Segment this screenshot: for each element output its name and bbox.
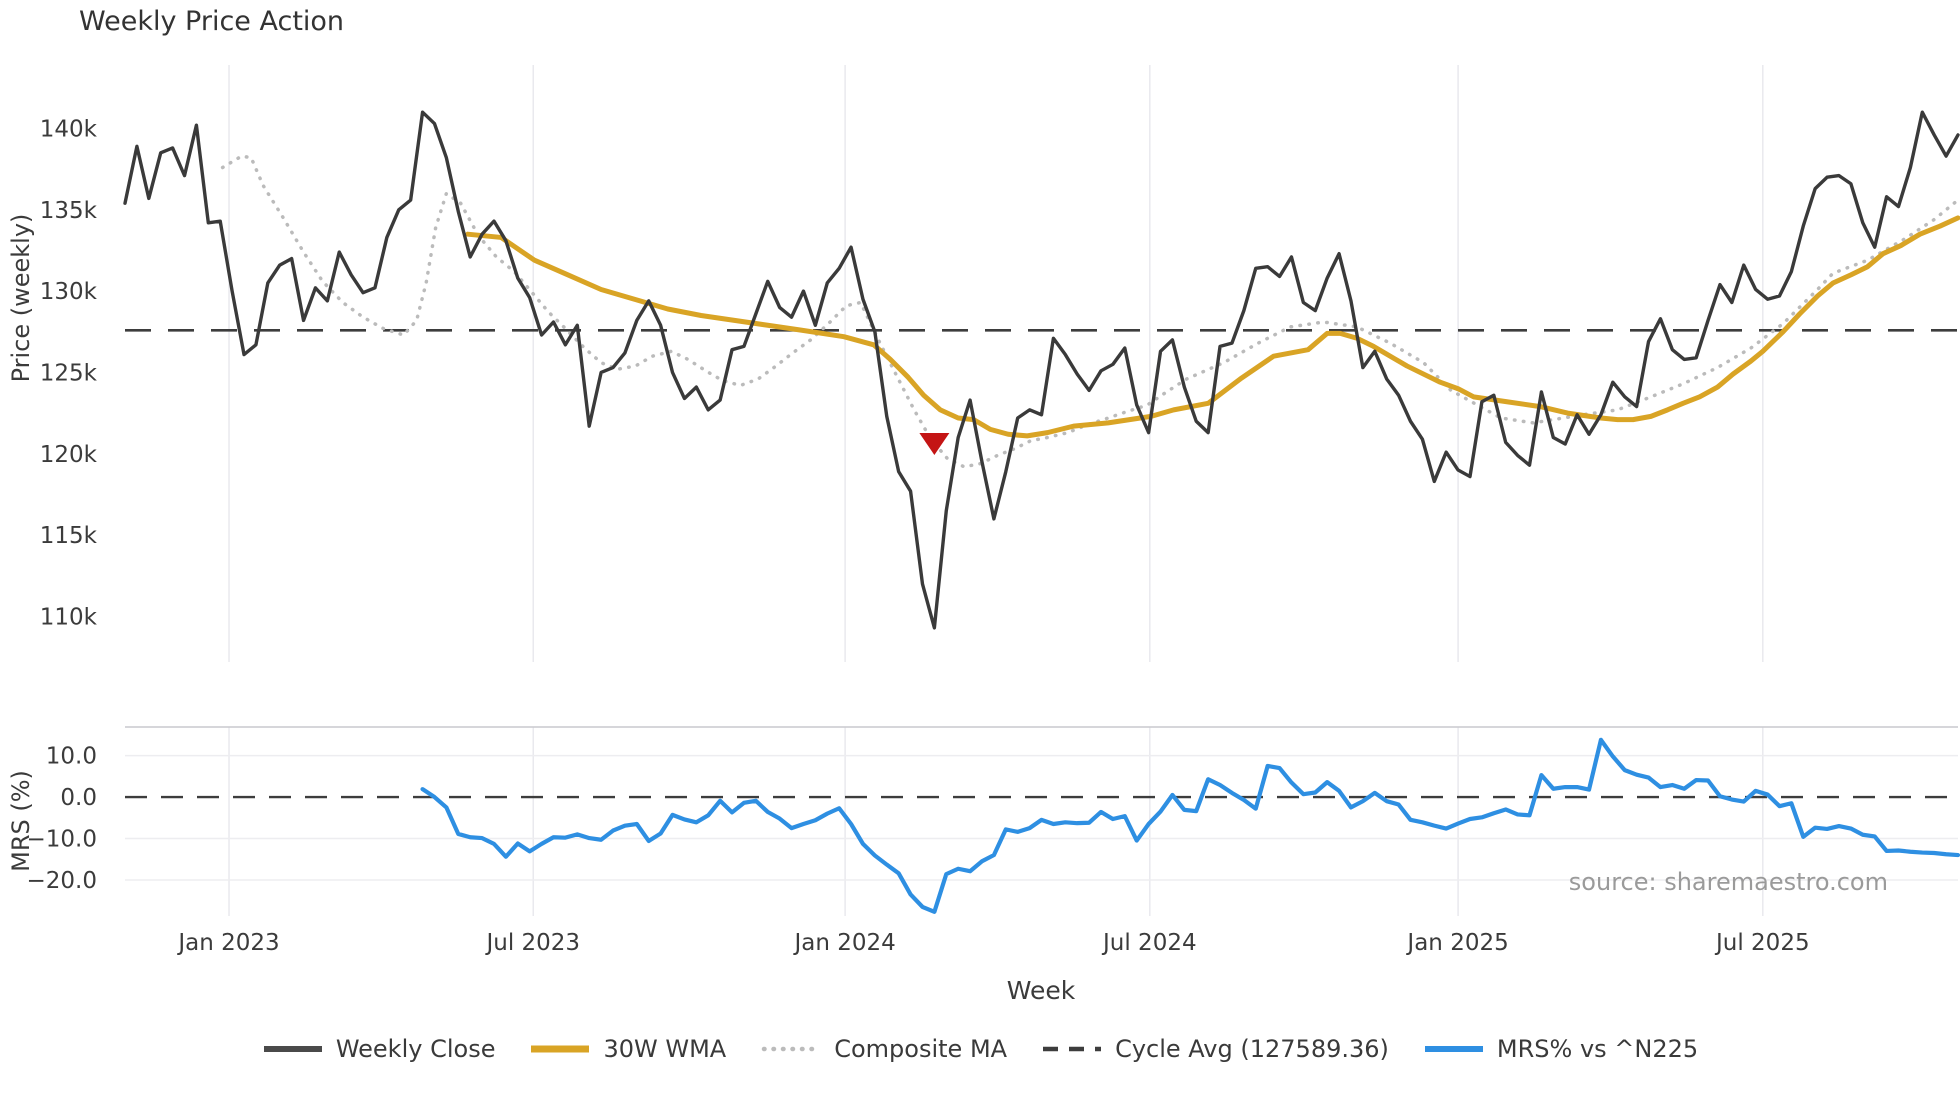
x-axis-tick-label: Jul 2023 [484,930,580,956]
price-axis-tick-label: 130k [40,279,98,305]
x-axis-tick-label: Jan 2024 [792,930,895,956]
x-axis-title: Week [1006,976,1076,1005]
x-axis-tick-label: Jul 2025 [1714,930,1810,956]
mrs-line-swatch-icon [1424,1046,1483,1052]
price-axis-tick-label: 120k [40,442,98,468]
price-axis-tick-label: 115k [40,523,98,549]
sell-signal-triangle-marker-icon [919,433,950,456]
composite-ma-line [220,154,1960,469]
mrs-axis-tick-label: −20.0 [27,868,97,894]
weekly-close-line [123,110,1960,630]
legend-item-cycle-avg: Cycle Avg (127589.36) [1041,1035,1389,1063]
price-axis-tick-label: 135k [40,198,98,224]
x-axis-tick-label: Jan 2025 [1405,930,1508,956]
legend-label: MRS% vs ^N225 [1496,1035,1699,1063]
wma-30w-line [465,215,1960,439]
mrs-axis-tick-label: −10.0 [27,826,97,852]
source-credit: source: sharemaestro.com [1568,868,1888,896]
chart-legend: Weekly Close 30W WMA Composite MA Cycle … [0,1035,1960,1063]
legend-label: Weekly Close [335,1035,496,1063]
x-axis-tick-label: Jan 2023 [176,930,279,956]
legend-item-30w-wma: 30W WMA [529,1035,726,1063]
price-axis-title: Price (weekly) [7,213,35,383]
mrs-line [420,737,1960,914]
legend-item-weekly-close: Weekly Close [262,1035,496,1063]
price-axis-tick-label: 140k [40,116,98,142]
mrs-axis-tick-label: 10.0 [46,744,97,770]
legend-label: 30W WMA [603,1035,727,1063]
weekly-close-line-swatch-icon [263,1046,322,1052]
mrs-axis-tick-label: 0.0 [60,785,97,811]
x-axis-tick-label: Jul 2024 [1101,930,1197,956]
mrs-axis-title: MRS (%) [7,770,35,872]
price-axis-tick-label: 110k [40,604,98,630]
legend-label: Cycle Avg (127589.36) [1115,1035,1389,1063]
chart-title: Weekly Price Action [79,6,345,37]
price-axis-tick-label: 125k [40,360,98,386]
composite-ma-dotted-swatch-icon [761,1046,823,1052]
legend-item-mrs: MRS% vs ^N225 [1423,1035,1698,1063]
cycle-avg-dashed-swatch-icon [1043,1046,1102,1052]
legend-label: Composite MA [834,1035,1008,1063]
legend-item-composite-ma: Composite MA [760,1035,1007,1063]
wma-line-swatch-icon [531,1045,590,1053]
